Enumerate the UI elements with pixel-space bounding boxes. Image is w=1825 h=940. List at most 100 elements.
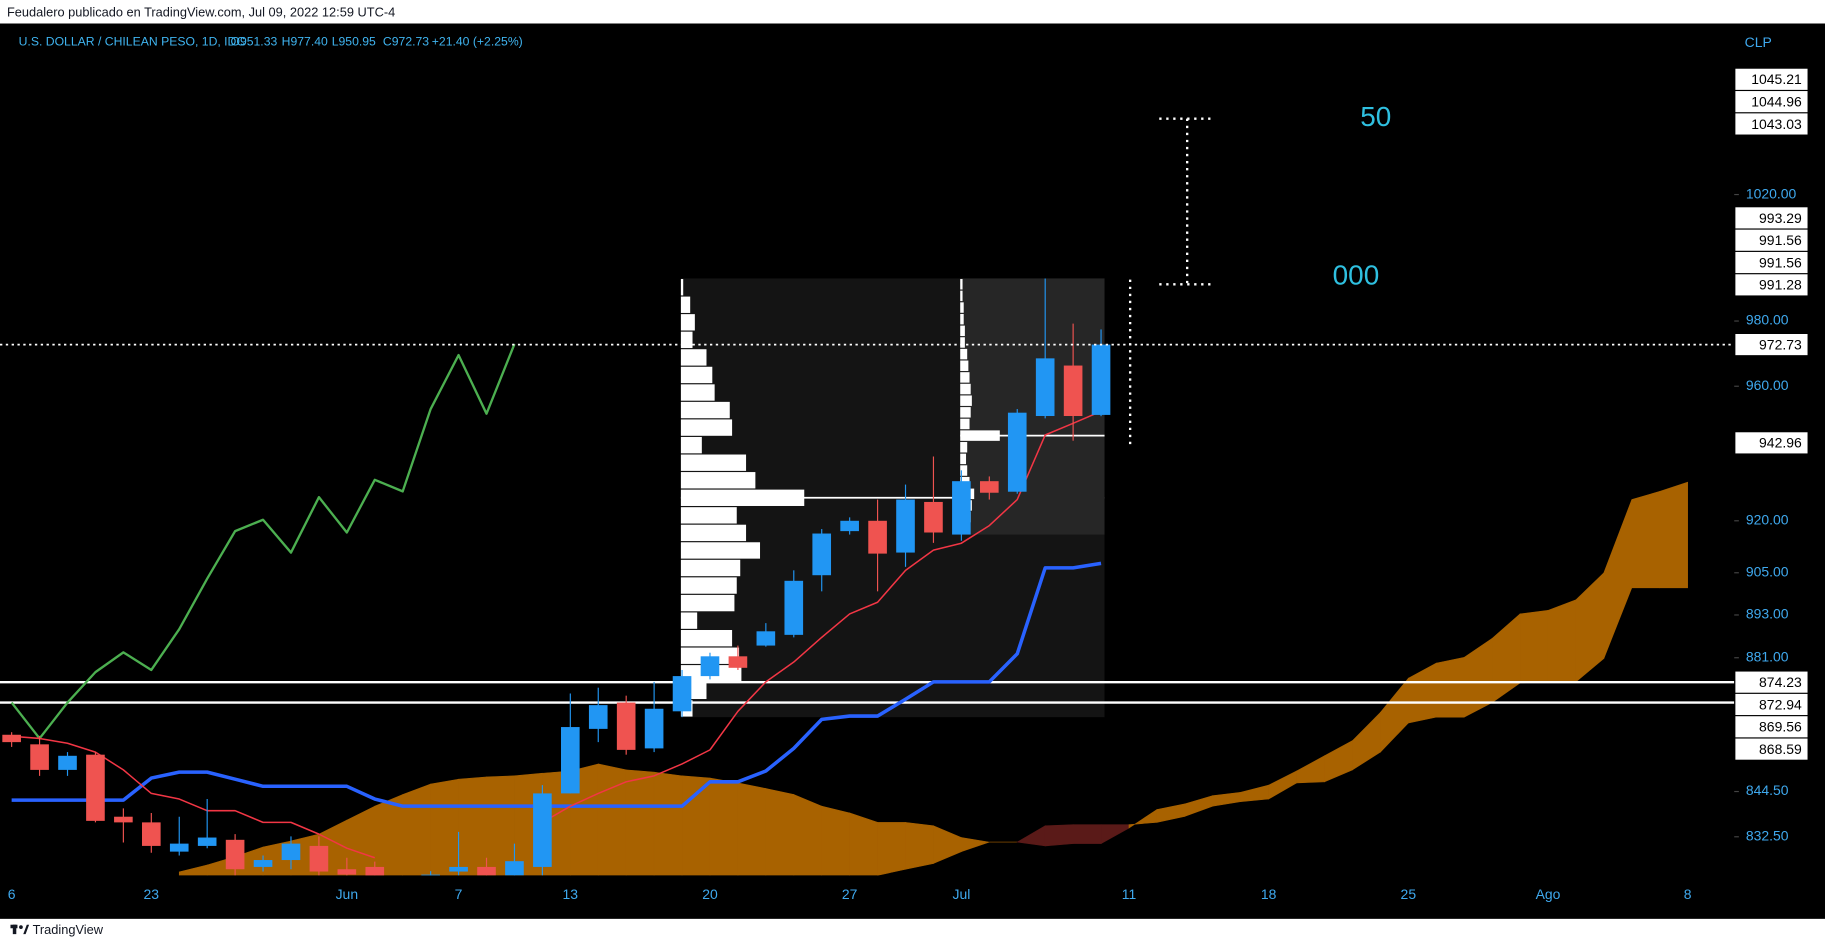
y-tick-label: 1020.00 xyxy=(1746,185,1797,201)
x-tick-label: 6 xyxy=(8,886,16,902)
y-tick-label: 905.00 xyxy=(1746,563,1789,579)
cloud-segment xyxy=(430,778,459,876)
axes: 1020.00 980.00 960.00 920.00 905.00 893.00 881… xyxy=(8,68,1808,902)
candle-body xyxy=(868,520,887,554)
profile-row xyxy=(960,407,971,418)
candle-body xyxy=(1063,365,1083,417)
candle-body xyxy=(225,839,245,870)
profile-row xyxy=(960,372,970,383)
cloud-segment xyxy=(961,837,990,853)
indicator-line xyxy=(11,410,1102,859)
cloud-segment xyxy=(905,822,934,870)
y-tick-label: 920.00 xyxy=(1746,511,1789,527)
price-label: 972.73 xyxy=(1759,336,1802,352)
cloud-segment xyxy=(402,783,431,876)
price-label: 869.56 xyxy=(1759,719,1802,735)
cloud-segment xyxy=(597,763,627,876)
volume-profile xyxy=(680,278,1105,718)
candle-body xyxy=(812,533,832,576)
candle-body xyxy=(896,499,915,553)
candle-body xyxy=(840,520,859,532)
candle-body xyxy=(672,676,692,712)
cloud-segment xyxy=(625,769,655,876)
candle-body xyxy=(365,866,385,876)
profile-row xyxy=(960,383,971,395)
x-tick-label: Jul xyxy=(952,886,970,902)
annotation: 50 xyxy=(1360,101,1391,132)
price-label: 993.29 xyxy=(1759,210,1802,226)
price-label: 991.28 xyxy=(1759,277,1802,293)
candle-body xyxy=(756,631,776,646)
header-bar xyxy=(0,0,1825,24)
candles xyxy=(2,278,1111,876)
symbol-name: U.S. DOLLAR / CHILEAN PESO, 1D, IDC xyxy=(19,34,246,48)
candle-body xyxy=(309,845,329,872)
x-tick-label: 23 xyxy=(144,886,160,902)
candle-body xyxy=(616,702,636,750)
candle-body xyxy=(952,481,971,535)
price-label-box xyxy=(1735,334,1808,356)
y-tick-label: 980.00 xyxy=(1746,312,1789,328)
cloud-segment xyxy=(1519,610,1549,684)
profile-row xyxy=(960,337,965,348)
publisher-line: Feudalero publicado en TradingView.com, … xyxy=(7,4,395,19)
profile-row xyxy=(680,524,747,542)
candle-body xyxy=(281,843,301,861)
cloud-segment xyxy=(1547,599,1577,683)
profile-row xyxy=(960,313,964,325)
profile-row xyxy=(680,454,747,471)
cloud-segment xyxy=(849,812,878,876)
x-tick-label: 7 xyxy=(455,886,463,902)
logo-part xyxy=(19,925,23,929)
candle-body xyxy=(86,754,105,821)
logo-part xyxy=(12,924,17,935)
price-label: 1043.03 xyxy=(1751,116,1802,132)
x-tick-label: Jun xyxy=(336,886,359,902)
candle-body xyxy=(253,860,273,867)
candle-body xyxy=(588,705,608,729)
x-tick-label: 13 xyxy=(563,886,579,902)
candle-body xyxy=(337,869,357,875)
profile-row xyxy=(960,360,969,371)
y-tick-label: 832.50 xyxy=(1746,827,1789,843)
price-label: 991.56 xyxy=(1759,232,1802,248)
profile-row xyxy=(960,453,967,465)
legend-close: C972.73 xyxy=(383,34,429,48)
cloud-segment xyxy=(709,777,739,876)
candle-body xyxy=(2,734,21,743)
profile-row xyxy=(960,302,964,313)
profile-row xyxy=(960,442,968,453)
profile-row xyxy=(680,296,691,313)
candle-body xyxy=(924,501,943,533)
brand-logo xyxy=(10,924,30,935)
footer-bar xyxy=(0,918,1825,940)
y-tick-label: 844.50 xyxy=(1746,782,1789,798)
cloud-segment xyxy=(1044,824,1074,847)
price-label: 1044.96 xyxy=(1751,93,1802,109)
price-label-box xyxy=(1735,716,1808,738)
profile-row xyxy=(680,436,702,454)
indicator-line xyxy=(10,343,516,740)
profile-row xyxy=(960,418,970,430)
candle-body xyxy=(728,656,748,668)
profile-row xyxy=(680,366,713,384)
cloud-segment xyxy=(681,775,711,876)
price-label-box xyxy=(1735,693,1808,716)
price-label: 942.96 xyxy=(1759,435,1802,451)
price-label-box xyxy=(1735,671,1808,693)
annotation: 000 xyxy=(1333,260,1380,291)
ichimoku-cloud xyxy=(178,481,1688,876)
profile-row xyxy=(680,577,737,594)
profile-row xyxy=(960,325,965,337)
price-label-box xyxy=(1735,113,1808,135)
logo-part xyxy=(23,924,30,935)
profile-row xyxy=(680,542,761,559)
cloud-segment xyxy=(1631,490,1661,589)
indicator-lines xyxy=(10,343,1102,859)
symbol-legend: U.S. DOLLAR / CHILEAN PESO, 1D, IDC O951… xyxy=(19,34,523,48)
candle-body xyxy=(421,874,440,876)
price-label-box xyxy=(1735,68,1808,90)
profile-row xyxy=(680,419,733,436)
